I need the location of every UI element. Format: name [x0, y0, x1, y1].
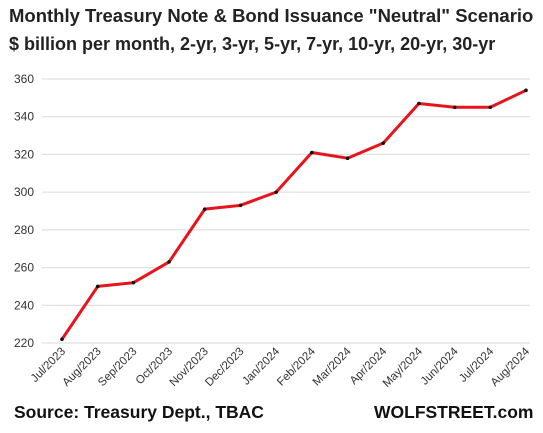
x-tick-label: May/2024	[381, 345, 426, 390]
source-note: Source: Treasury Dept., TBAC	[14, 402, 264, 422]
data-point	[95, 284, 100, 289]
y-tick-label: 240	[14, 298, 34, 312]
gridlines	[42, 78, 530, 344]
y-axis-ticks: 220 240 260 280 300 320 340 360	[14, 72, 34, 350]
data-point	[345, 156, 350, 160]
data-point	[452, 105, 457, 110]
y-tick-label: 280	[14, 223, 34, 237]
data-point	[417, 101, 421, 106]
chart-subtitle: $ billion per month, 2-yr, 3-yr, 5-yr, 7…	[9, 34, 496, 54]
x-axis-ticks: Jul/2023Aug/2023Sep/2023Oct/2023Nov/2023…	[29, 345, 533, 390]
chart-title: Monthly Treasury Note & Bond Issuance "N…	[9, 5, 534, 26]
data-point	[274, 190, 278, 194]
series-layer	[60, 88, 528, 342]
data-point	[60, 337, 64, 342]
y-tick-label: 320	[14, 147, 34, 161]
y-tick-label: 300	[14, 185, 34, 199]
x-tick-label: Jun/2024	[419, 345, 461, 387]
series-line	[60, 88, 528, 341]
data-point	[238, 203, 243, 208]
x-tick-label: Dec/2023	[203, 346, 246, 389]
data-point	[167, 260, 171, 264]
y-tick-label: 260	[14, 261, 34, 275]
data-point	[202, 207, 207, 211]
data-point	[131, 280, 136, 285]
y-tick-label: 220	[14, 336, 34, 350]
data-point	[488, 105, 493, 110]
x-tick-label: Sep/2023	[96, 346, 139, 389]
y-tick-label: 340	[14, 110, 34, 124]
data-point	[524, 88, 528, 93]
brand-watermark: WOLFSTREET.com	[374, 402, 534, 422]
data-point	[381, 141, 386, 145]
data-point	[310, 150, 314, 155]
y-tick-label: 360	[14, 72, 34, 86]
x-tick-label: Aug/2024	[489, 345, 533, 389]
x-tick-label: Mar/2024	[311, 345, 354, 388]
